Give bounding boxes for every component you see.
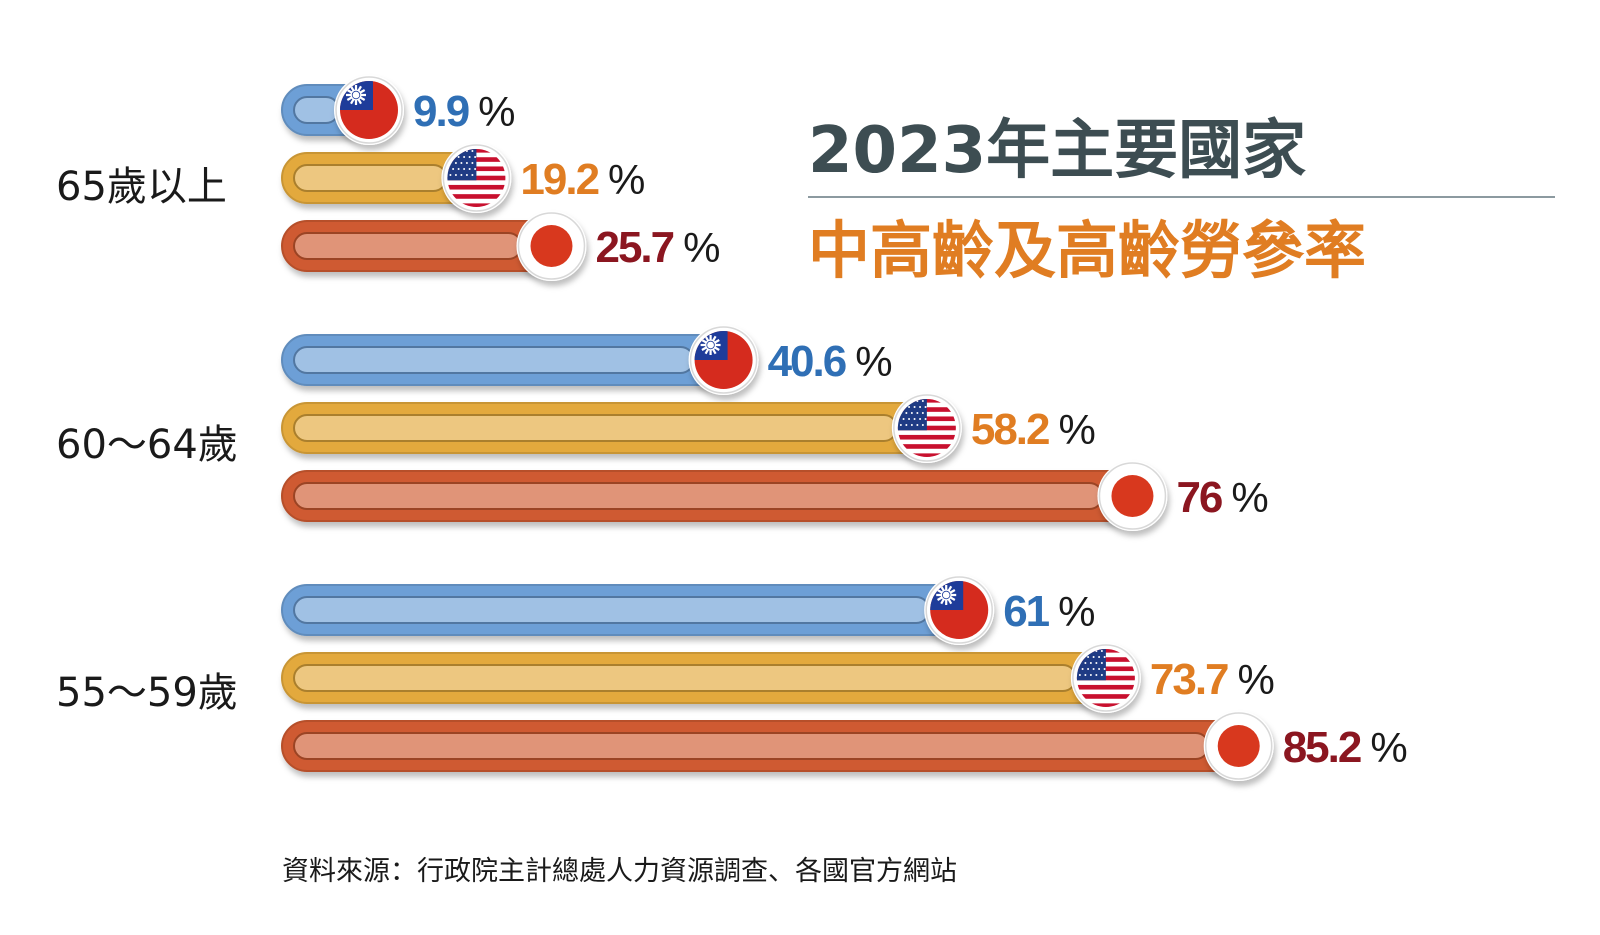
- value-label: 85.2: [1283, 723, 1361, 772]
- bar-groove: [293, 596, 931, 624]
- usa-flag-icon: [441, 143, 512, 213]
- bar-groove: [293, 664, 1077, 692]
- percent-sign: %: [1370, 724, 1407, 771]
- japan-flag-icon: [516, 211, 587, 281]
- bar-groove: [293, 164, 448, 192]
- percent-sign: %: [608, 156, 645, 203]
- bar-groove: [293, 482, 1104, 510]
- bar-groove: [293, 414, 898, 442]
- value-label: 40.6: [768, 337, 846, 386]
- bar-taiwan-1: 40.6%: [281, 325, 893, 395]
- source-note: 資料來源：行政院主計總處人力資源調查、各國官方網站: [282, 856, 957, 887]
- bar-japan-1: 76%: [281, 461, 1269, 531]
- percent-sign: %: [1058, 588, 1095, 635]
- usa-flag-icon: [891, 393, 962, 463]
- japan-flag-icon: [1203, 711, 1274, 781]
- value-label: 19.2: [520, 155, 598, 204]
- bar-area: 9.9 %19.2 %25.7 %40.6 %58.2 %76 %61 %73.7 %85.2%: [281, 75, 1408, 781]
- percent-sign: %: [478, 88, 515, 135]
- title-line-2: 中高齡及高齡勞參率: [808, 214, 1366, 287]
- japan-flag-icon: [1097, 461, 1168, 531]
- value-label: 76: [1176, 473, 1221, 522]
- usa-flag-icon: [1070, 643, 1141, 713]
- value-label: 58.2: [971, 405, 1049, 454]
- taiwan-flag-icon: [334, 75, 404, 145]
- percent-sign: %: [1238, 656, 1275, 703]
- value-label: 61: [1003, 587, 1049, 636]
- percent-sign: %: [683, 224, 720, 271]
- percent-sign: %: [855, 338, 892, 385]
- bar-usa-0: 19.2%: [281, 143, 645, 213]
- group-label-65-plus: 65歲以上: [56, 164, 227, 210]
- bar-groove: [293, 732, 1210, 760]
- value-label: 25.7: [595, 223, 673, 272]
- bar-japan-2: 85.2%: [281, 711, 1408, 781]
- bar-usa-2: 73.7%: [281, 643, 1275, 713]
- percent-sign: %: [1059, 406, 1096, 453]
- bar-groove: [293, 96, 340, 124]
- group-label-60-64: 60～64歲: [56, 422, 238, 468]
- bar-groove: [293, 346, 695, 374]
- percent-sign: %: [1231, 474, 1268, 521]
- title-line-1: 2023年主要國家: [808, 114, 1306, 188]
- value-label: 9.9: [413, 87, 469, 136]
- value-label: 73.7: [1150, 655, 1228, 704]
- bar-taiwan-0: 9.9%: [281, 75, 516, 145]
- taiwan-flag-icon: [688, 325, 759, 395]
- bar-groove: [293, 232, 523, 260]
- bar-usa-1: 58.2%: [281, 393, 1096, 463]
- bar-japan-0: 25.7%: [281, 211, 720, 281]
- group-label-55-59: 55～59歲: [56, 670, 238, 716]
- taiwan-flag-icon: [924, 575, 995, 645]
- bar-taiwan-2: 61%: [281, 575, 1096, 645]
